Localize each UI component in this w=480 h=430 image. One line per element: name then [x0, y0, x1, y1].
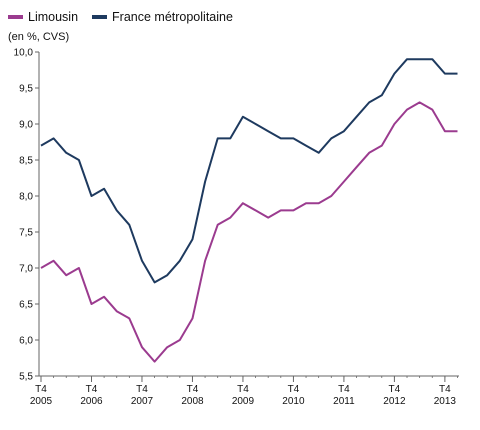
y-tick-label: 9,5: [19, 84, 33, 95]
x-tick-label-year: 2008: [181, 396, 204, 407]
y-tick-label: 8,0: [19, 192, 33, 203]
x-tick-label-quarter: T4: [237, 384, 249, 395]
x-tick-label-quarter: T4: [35, 384, 47, 395]
y-tick-label: 7,5: [19, 228, 33, 239]
y-tick-label: 10,0: [14, 48, 34, 59]
x-tick-label-quarter: T4: [288, 384, 300, 395]
legend-label-france: France métropolitaine: [112, 10, 233, 24]
x-tick-label-quarter: T4: [338, 384, 350, 395]
legend-label-limousin: Limousin: [28, 10, 79, 24]
x-tick-label-year: 2006: [80, 396, 103, 407]
legend-swatch-france: [92, 15, 108, 19]
x-tick-label-quarter: T4: [187, 384, 199, 395]
x-tick-label-year: 2010: [282, 396, 305, 407]
x-tick-label-year: 2013: [434, 396, 457, 407]
series-line-limousin: [40, 101, 458, 363]
series-line-france-m-tropolitaine: [40, 58, 458, 284]
x-tick-label-year: 2012: [383, 396, 406, 407]
y-tick-label: 8,5: [19, 156, 33, 167]
x-tick-label-quarter: T4: [439, 384, 451, 395]
x-tick-label-quarter: T4: [389, 384, 401, 395]
legend: Limousin France métropolitaine: [8, 10, 247, 24]
x-tick-label-quarter: T4: [86, 384, 98, 395]
legend-swatch-limousin: [8, 15, 23, 19]
y-tick-label: 5,5: [19, 372, 33, 383]
y-tick-label: 9,0: [19, 120, 33, 131]
x-tick-label-year: 2007: [131, 396, 154, 407]
legend-item-limousin: Limousin: [8, 10, 78, 24]
unit-label: (en %, CVS): [8, 31, 70, 43]
x-tick-label-year: 2011: [333, 396, 355, 407]
x-tick-label-year: 2005: [30, 396, 53, 407]
x-tick-label-quarter: T4: [136, 384, 148, 395]
x-tick-label-year: 2009: [232, 396, 255, 407]
y-tick-label: 6,5: [19, 300, 33, 311]
legend-item-france: France métropolitaine: [92, 10, 233, 24]
y-tick-label: 7,0: [19, 264, 33, 275]
y-tick-label: 6,0: [19, 336, 33, 347]
